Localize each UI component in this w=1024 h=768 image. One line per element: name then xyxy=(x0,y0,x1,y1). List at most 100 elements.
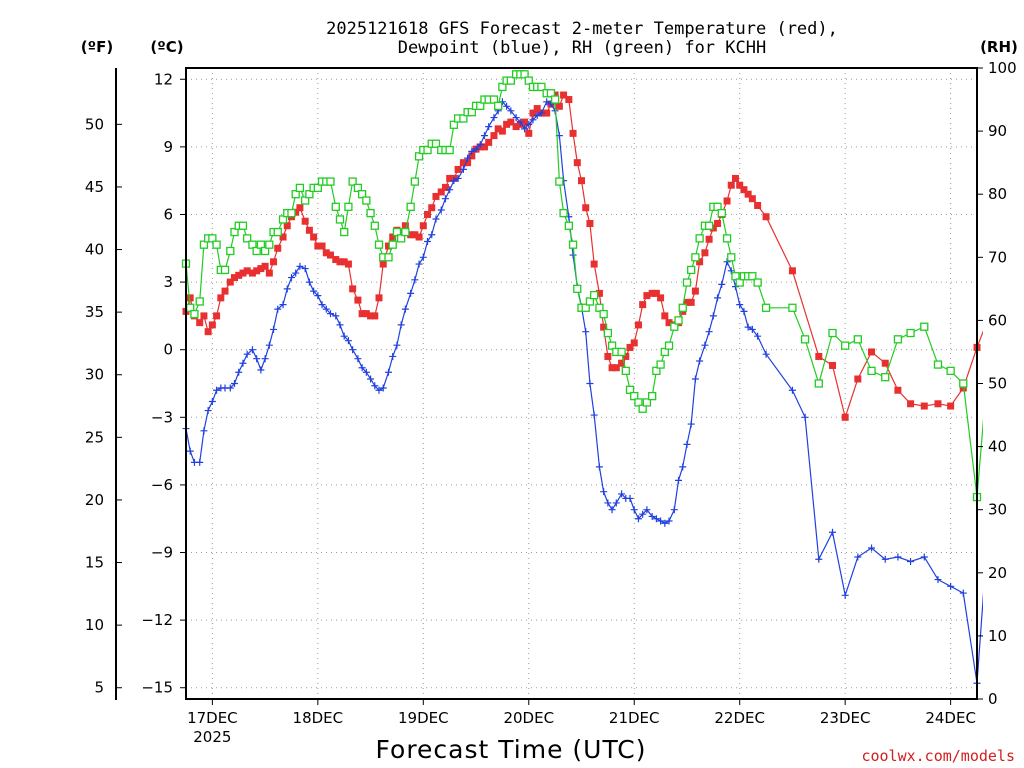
dewpoint-point xyxy=(231,380,239,387)
dewpoint-point xyxy=(389,352,397,360)
dewpoint-point xyxy=(283,285,291,293)
celsius-tick-label: −12 xyxy=(141,611,173,629)
dewpoint-point xyxy=(507,107,515,115)
rh-point xyxy=(226,246,235,256)
rh-point xyxy=(291,190,300,199)
rh-point xyxy=(340,227,349,237)
fahrenheit-tick-label: 50 xyxy=(85,115,104,133)
dewpoint-point xyxy=(736,301,744,309)
temperature-point xyxy=(274,244,282,252)
dewpoint-point xyxy=(894,553,902,561)
temperature-point xyxy=(213,312,221,320)
fahrenheit-tick-label: 25 xyxy=(85,428,104,446)
rh-point xyxy=(555,177,564,186)
temperature-point xyxy=(907,400,915,408)
dewpoint-point xyxy=(595,463,603,471)
temperature-point xyxy=(868,348,876,356)
temperature-point xyxy=(740,186,748,194)
temperature-point xyxy=(349,285,357,293)
x-tick-label: 21DEC xyxy=(609,709,660,727)
temperature-point xyxy=(208,321,216,329)
temperature-point xyxy=(560,91,568,99)
rh-point xyxy=(265,240,274,249)
dewpoint-point xyxy=(590,411,598,419)
fahrenheit-tick-label: 45 xyxy=(85,178,104,196)
dewpoint-point xyxy=(213,386,221,394)
temperature-point xyxy=(630,339,638,347)
rh-point xyxy=(800,335,810,344)
rh-point xyxy=(959,379,968,388)
rh-point xyxy=(590,291,599,300)
temperature-point xyxy=(634,321,642,329)
rh-tick-label: 50 xyxy=(988,375,1007,393)
rh-point xyxy=(344,202,353,211)
celsius-tick-label: 9 xyxy=(163,138,173,156)
dewpoint-point xyxy=(415,260,423,268)
dewpoint-point xyxy=(679,463,687,471)
rh-point xyxy=(617,347,626,357)
dewpoint-point xyxy=(314,292,322,300)
rh-point xyxy=(603,328,613,338)
temperature-point xyxy=(683,298,691,306)
dewpoint-point xyxy=(428,231,436,239)
temperature-point xyxy=(407,231,415,239)
temperature-point xyxy=(687,298,695,306)
temperature-point xyxy=(762,213,770,221)
temperature-point xyxy=(379,260,387,268)
dewpoint-point xyxy=(582,328,590,336)
temperature-point xyxy=(332,256,340,264)
temperature-point xyxy=(432,192,440,200)
temperature-point xyxy=(292,208,300,216)
temperature-point xyxy=(239,269,247,277)
rh-tick-label: 90 xyxy=(988,122,1007,140)
dewpoint-point xyxy=(661,519,669,527)
dewpoint-point xyxy=(472,145,480,153)
temperature-point xyxy=(854,375,862,383)
dewpoint-point xyxy=(907,558,915,566)
dewpoint-point xyxy=(547,100,555,108)
credit-link[interactable]: coolwx.com/models xyxy=(861,747,1015,765)
dewpoint-point xyxy=(344,337,352,345)
dewpoint-point xyxy=(274,305,282,313)
rh-point xyxy=(301,196,310,205)
rh-point xyxy=(459,114,468,123)
rh-point xyxy=(494,101,503,111)
rh-point xyxy=(449,120,459,129)
rh-point xyxy=(357,190,367,199)
temperature-point xyxy=(371,312,379,320)
temperature-point xyxy=(723,197,731,205)
dewpoint-point xyxy=(634,515,642,523)
temperature-series xyxy=(182,91,983,421)
dewpoint-point xyxy=(208,398,216,406)
temperature-point xyxy=(322,249,330,257)
dewpoint-point xyxy=(569,251,577,259)
temperature-point xyxy=(318,242,326,250)
temperature-point xyxy=(661,312,669,320)
rh-point xyxy=(220,265,230,275)
dewpoint-point xyxy=(371,382,379,390)
dewpoint-point xyxy=(696,357,704,365)
x-tick-label: 24DEC xyxy=(925,709,976,727)
fahrenheit-tick-label: 30 xyxy=(85,366,104,384)
rh-point xyxy=(881,373,890,382)
rh-point xyxy=(559,208,568,218)
dewpoint-point xyxy=(379,384,387,392)
dewpoint-point xyxy=(626,494,634,502)
temperature-point xyxy=(204,328,212,336)
rh-point xyxy=(287,208,296,218)
temperature-point xyxy=(705,235,713,243)
x-tick-label: 23DEC xyxy=(820,709,871,727)
temperature-point xyxy=(551,91,559,99)
rh-point xyxy=(243,234,252,243)
rh-tick-label: 0 xyxy=(988,690,998,708)
temperature-point xyxy=(490,132,498,140)
rh-point xyxy=(348,177,357,186)
rh-point xyxy=(366,208,375,218)
rh-point xyxy=(248,240,257,249)
temperature-point xyxy=(419,222,427,230)
rh-point xyxy=(1000,304,1007,311)
rh-tick-label: 70 xyxy=(988,248,1007,266)
dewpoint-point xyxy=(248,346,256,354)
celsius-tick-label: 0 xyxy=(163,341,173,359)
